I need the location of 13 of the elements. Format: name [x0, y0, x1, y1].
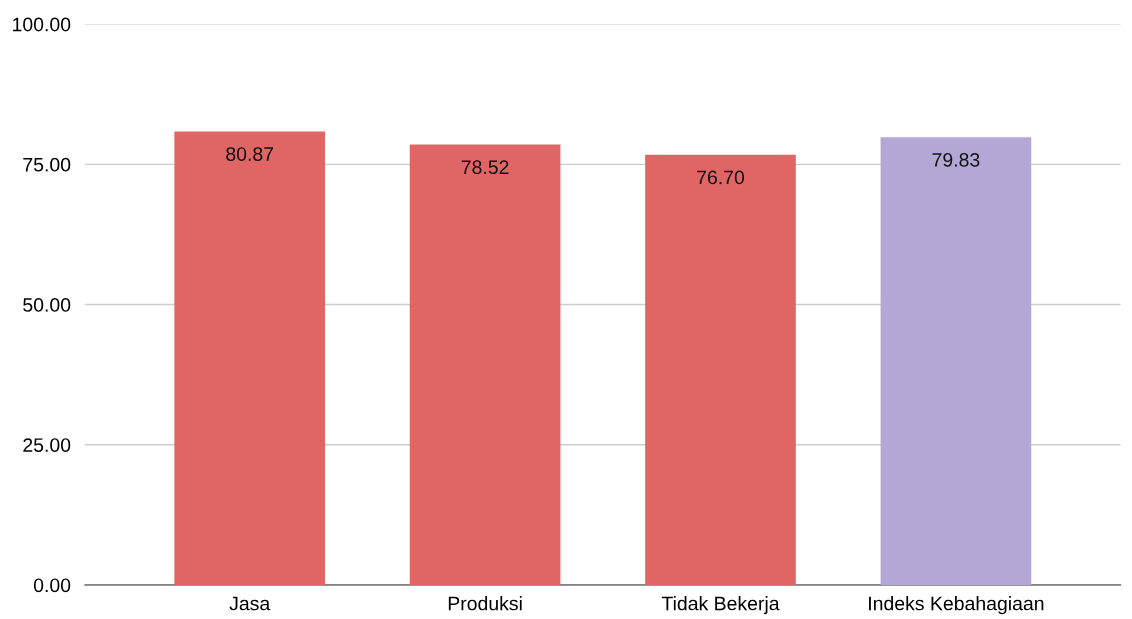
- y-tick-label: 50.00: [23, 298, 71, 312]
- x-tick-label: Jasa: [229, 596, 271, 611]
- y-tick-label: 25.00: [23, 438, 71, 452]
- x-tick-label: Tidak Bekerja: [661, 596, 780, 615]
- y-tick-label: 100.00: [13, 17, 71, 32]
- x-tick-label: Produksi: [448, 596, 522, 611]
- data-label: 79.83: [932, 152, 980, 167]
- data-label: 76.70: [697, 170, 745, 185]
- y-tick-label: 0.00: [33, 578, 71, 593]
- data-label: 80.87: [226, 147, 274, 161]
- y-tick-label: 75.00: [23, 157, 71, 172]
- x-tick-label: Indeks Kebahagiaan: [869, 596, 1044, 615]
- data-label: 78.52: [461, 160, 509, 175]
